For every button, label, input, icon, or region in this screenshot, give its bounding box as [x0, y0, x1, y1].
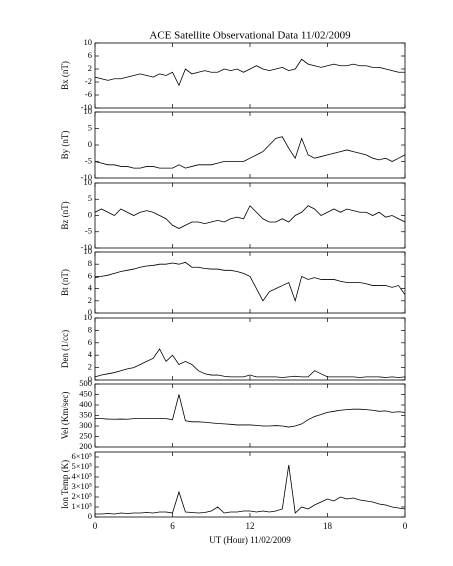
y-tick-label: 500 — [79, 378, 92, 388]
y-tick-label: -2 — [85, 76, 92, 86]
data-line — [95, 394, 406, 428]
y-tick-label: 10 — [84, 37, 93, 47]
y-tick-label: 200 — [79, 441, 92, 451]
panel-frame — [94, 383, 406, 448]
y-tick-label: -10 — [81, 242, 92, 252]
y-tick-label: 5 — [88, 122, 92, 132]
data-line — [94, 136, 406, 169]
y-tick-label: 4×10⁵ — [71, 471, 92, 481]
y-tick-label: 6×10⁵ — [71, 451, 92, 461]
y-tick-label: 6 — [88, 270, 92, 280]
y-tick-label: -6 — [85, 89, 92, 99]
y-tick-label: 6 — [88, 337, 92, 347]
y-tick-label: -5 — [85, 226, 92, 236]
y-axis-label: Ion Temp (K) — [60, 460, 70, 509]
panel-frame — [94, 182, 406, 249]
y-tick-label: 350 — [79, 409, 92, 419]
y-tick-label: 5×10⁵ — [71, 461, 92, 471]
y-tick-label: 400 — [79, 399, 92, 409]
y-tick-label: 2×10⁵ — [71, 491, 92, 501]
y-axis-label: Bt (nT) — [60, 269, 70, 296]
y-tick-label: 10 — [84, 106, 93, 116]
y-tick-label: 1×10⁵ — [71, 501, 92, 511]
y-tick-label: 4 — [88, 283, 93, 293]
panel-frame — [94, 42, 406, 109]
y-tick-label: 300 — [79, 420, 92, 430]
y-tick-label: 10 — [84, 246, 93, 256]
y-tick-label: 0 — [88, 511, 92, 521]
y-tick-label: 6 — [88, 50, 92, 60]
x-tick-label: 12 — [246, 521, 255, 531]
chart-title: ACE Satellite Observational Data 11/02/2… — [149, 30, 351, 42]
y-tick-label: 450 — [79, 388, 92, 398]
y-tick-label: -5 — [85, 155, 92, 165]
y-tick-label: 8 — [88, 258, 92, 268]
y-tick-label: 250 — [79, 430, 92, 440]
y-tick-label: 2 — [88, 295, 92, 305]
data-line — [95, 464, 406, 515]
y-axis-label: By (nT) — [60, 131, 70, 160]
data-line — [94, 348, 406, 378]
x-tick-label: 6 — [170, 521, 175, 531]
y-tick-label: 2 — [88, 63, 92, 73]
y-axis-label: Bx (nT) — [60, 61, 70, 90]
y-tick-label: 8 — [88, 324, 92, 334]
data-line — [94, 58, 405, 87]
y-axis-label: Vel (Km/sec) — [60, 392, 70, 440]
y-tick-label: 0 — [88, 139, 92, 149]
x-tick-label: 0 — [93, 521, 98, 531]
y-axis-label: Bz (nT) — [60, 201, 70, 229]
y-tick-label: 0 — [88, 307, 92, 317]
y-tick-label: -10 — [81, 102, 92, 112]
y-tick-label: 2 — [88, 362, 92, 372]
y-tick-label: 0 — [88, 209, 92, 219]
y-tick-label: 3×10⁵ — [71, 481, 92, 491]
panel-frame — [94, 317, 406, 381]
x-axis-label: UT (Hour) 11/02/2009 — [209, 535, 291, 545]
y-tick-label: -10 — [81, 172, 92, 182]
x-tick-label: 18 — [323, 521, 333, 531]
y-tick-label: 10 — [84, 177, 93, 187]
x-tick-label: 0 — [403, 521, 408, 531]
panel-frame — [94, 451, 406, 518]
data-line — [94, 205, 406, 229]
y-tick-label: 5 — [88, 193, 92, 203]
data-line — [94, 261, 406, 303]
y-tick-label: 10 — [84, 312, 93, 322]
y-axis-label: Den (1/cc) — [60, 330, 70, 368]
y-tick-label: 4 — [88, 349, 93, 359]
y-tick-label: 0 — [88, 374, 92, 384]
